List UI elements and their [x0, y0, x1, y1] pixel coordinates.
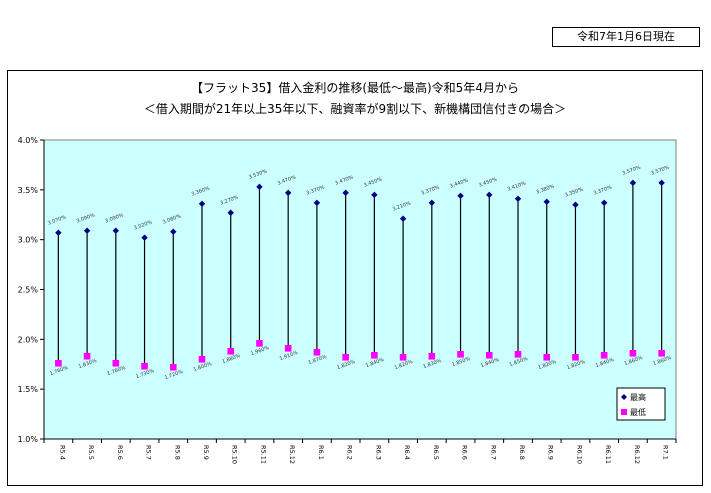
x-tick-label: R6.9: [547, 445, 555, 460]
x-tick-label: R5.12: [288, 445, 296, 464]
min-rate-marker: [399, 353, 407, 361]
legend-max-label: 最高: [630, 392, 646, 402]
x-tick-label: R6.7: [489, 445, 497, 460]
max-rate-marker: [83, 227, 91, 234]
max-rate-marker: [55, 229, 62, 236]
max-rate-marker: [629, 179, 637, 187]
max-rate-marker: [141, 234, 148, 241]
y-tick-label: 3.0%: [18, 236, 39, 245]
min-rate-marker: [227, 347, 235, 355]
max-rate-marker: [112, 227, 120, 234]
min-rate-marker: [169, 363, 177, 371]
x-tick-label: R5.6: [116, 445, 124, 460]
x-tick-label: R6.11: [604, 445, 612, 464]
legend-min-marker: [621, 409, 627, 415]
plot-area: [43, 139, 677, 440]
x-tick-label: R5.4: [58, 445, 66, 460]
x-tick-label: R7.1: [662, 445, 670, 460]
min-rate-marker: [457, 350, 464, 358]
max-rate-marker: [486, 191, 493, 199]
max-rate-marker: [256, 183, 263, 191]
max-rate-marker: [600, 199, 608, 206]
y-tick-label: 3.5%: [18, 186, 39, 195]
max-rate-marker: [198, 200, 206, 207]
y-tick-label: 1.0%: [18, 435, 39, 444]
min-rate-marker: [629, 349, 637, 357]
max-rate-marker: [428, 199, 436, 206]
x-tick-label: R6.10: [575, 445, 583, 464]
y-tick-label: 4.0%: [18, 136, 39, 145]
min-rate-marker: [572, 353, 579, 361]
max-rate-marker: [170, 228, 177, 235]
x-tick-label: R5.11: [259, 445, 267, 464]
legend-max-marker: [621, 394, 627, 400]
min-rate-marker: [198, 355, 206, 363]
chart-title: 【フラット35】借入金利の推移(最低〜最高)令和5年4月から: [191, 81, 519, 95]
min-rate-marker: [83, 352, 91, 360]
x-tick-label: R6.5: [432, 445, 440, 460]
y-axis-ticks: 1.0% 1.5% 2.0% 2.5% 3.0% 3.5% 4.0%: [18, 136, 44, 444]
min-rate-marker: [543, 353, 551, 361]
range-lines: [57, 182, 663, 368]
x-tick-label: R6.1: [317, 445, 325, 460]
x-tick-label: R5.10: [231, 445, 239, 464]
min-rate-marker: [112, 359, 120, 367]
max-rate-marker: [572, 201, 579, 208]
max-rate-marker: [457, 192, 464, 200]
max-rate-marker: [284, 189, 292, 197]
y-tick-label: 2.0%: [18, 335, 39, 344]
max-rate-marker: [371, 191, 378, 199]
min-rate-marker: [428, 352, 436, 360]
x-tick-label: R6.2: [346, 445, 354, 460]
max-rate-marker: [342, 189, 349, 197]
y-tick-label: 2.5%: [18, 286, 39, 295]
max-rate-marker: [543, 198, 550, 205]
x-tick-label: R5.5: [87, 445, 95, 460]
min-rate-marker: [55, 359, 62, 367]
min-rate-marker: [256, 340, 263, 347]
x-tick-label: R6.3: [374, 445, 382, 460]
max-rate-marker: [227, 209, 234, 216]
max-rate-marker: [658, 179, 665, 187]
min-rate-marker: [514, 350, 522, 358]
legend-min-label: 最低: [630, 407, 646, 417]
max-rate-marker: [399, 215, 407, 222]
x-axis-ticks: R5.4 R5.5 R5.6 R5.7 R5.8 R5.9 R5.10 R5.11 R5.12 R…: [43, 439, 677, 464]
min-rate-marker: [342, 353, 349, 361]
min-rate-marker: [371, 351, 378, 359]
chart-subtitle: ＜借入期間が21年以上35年以下、融資率が9割以下、新機構団信付きの場合＞: [143, 102, 567, 116]
min-rate-marker: [313, 348, 321, 356]
x-tick-label: R5.7: [145, 445, 153, 460]
max-rate-marker: [313, 199, 321, 206]
min-rate-marker: [141, 362, 148, 370]
min-rate-marker: [658, 349, 665, 357]
x-tick-label: R6.8: [518, 445, 526, 460]
x-tick-label: R6.4: [403, 445, 411, 460]
max-rate-marker: [514, 195, 522, 203]
y-tick-label: 1.5%: [18, 385, 39, 394]
x-tick-label: R6.6: [461, 445, 469, 460]
x-tick-label: R5.8: [173, 445, 181, 460]
x-tick-label: R6.12: [633, 445, 641, 464]
min-rate-marker: [600, 351, 608, 359]
x-tick-label: R5.9: [202, 445, 210, 460]
min-rate-marker: [485, 351, 493, 359]
min-rate-marker: [284, 345, 292, 352]
as-of-date-label: 令和7年1月6日現在: [552, 27, 700, 47]
